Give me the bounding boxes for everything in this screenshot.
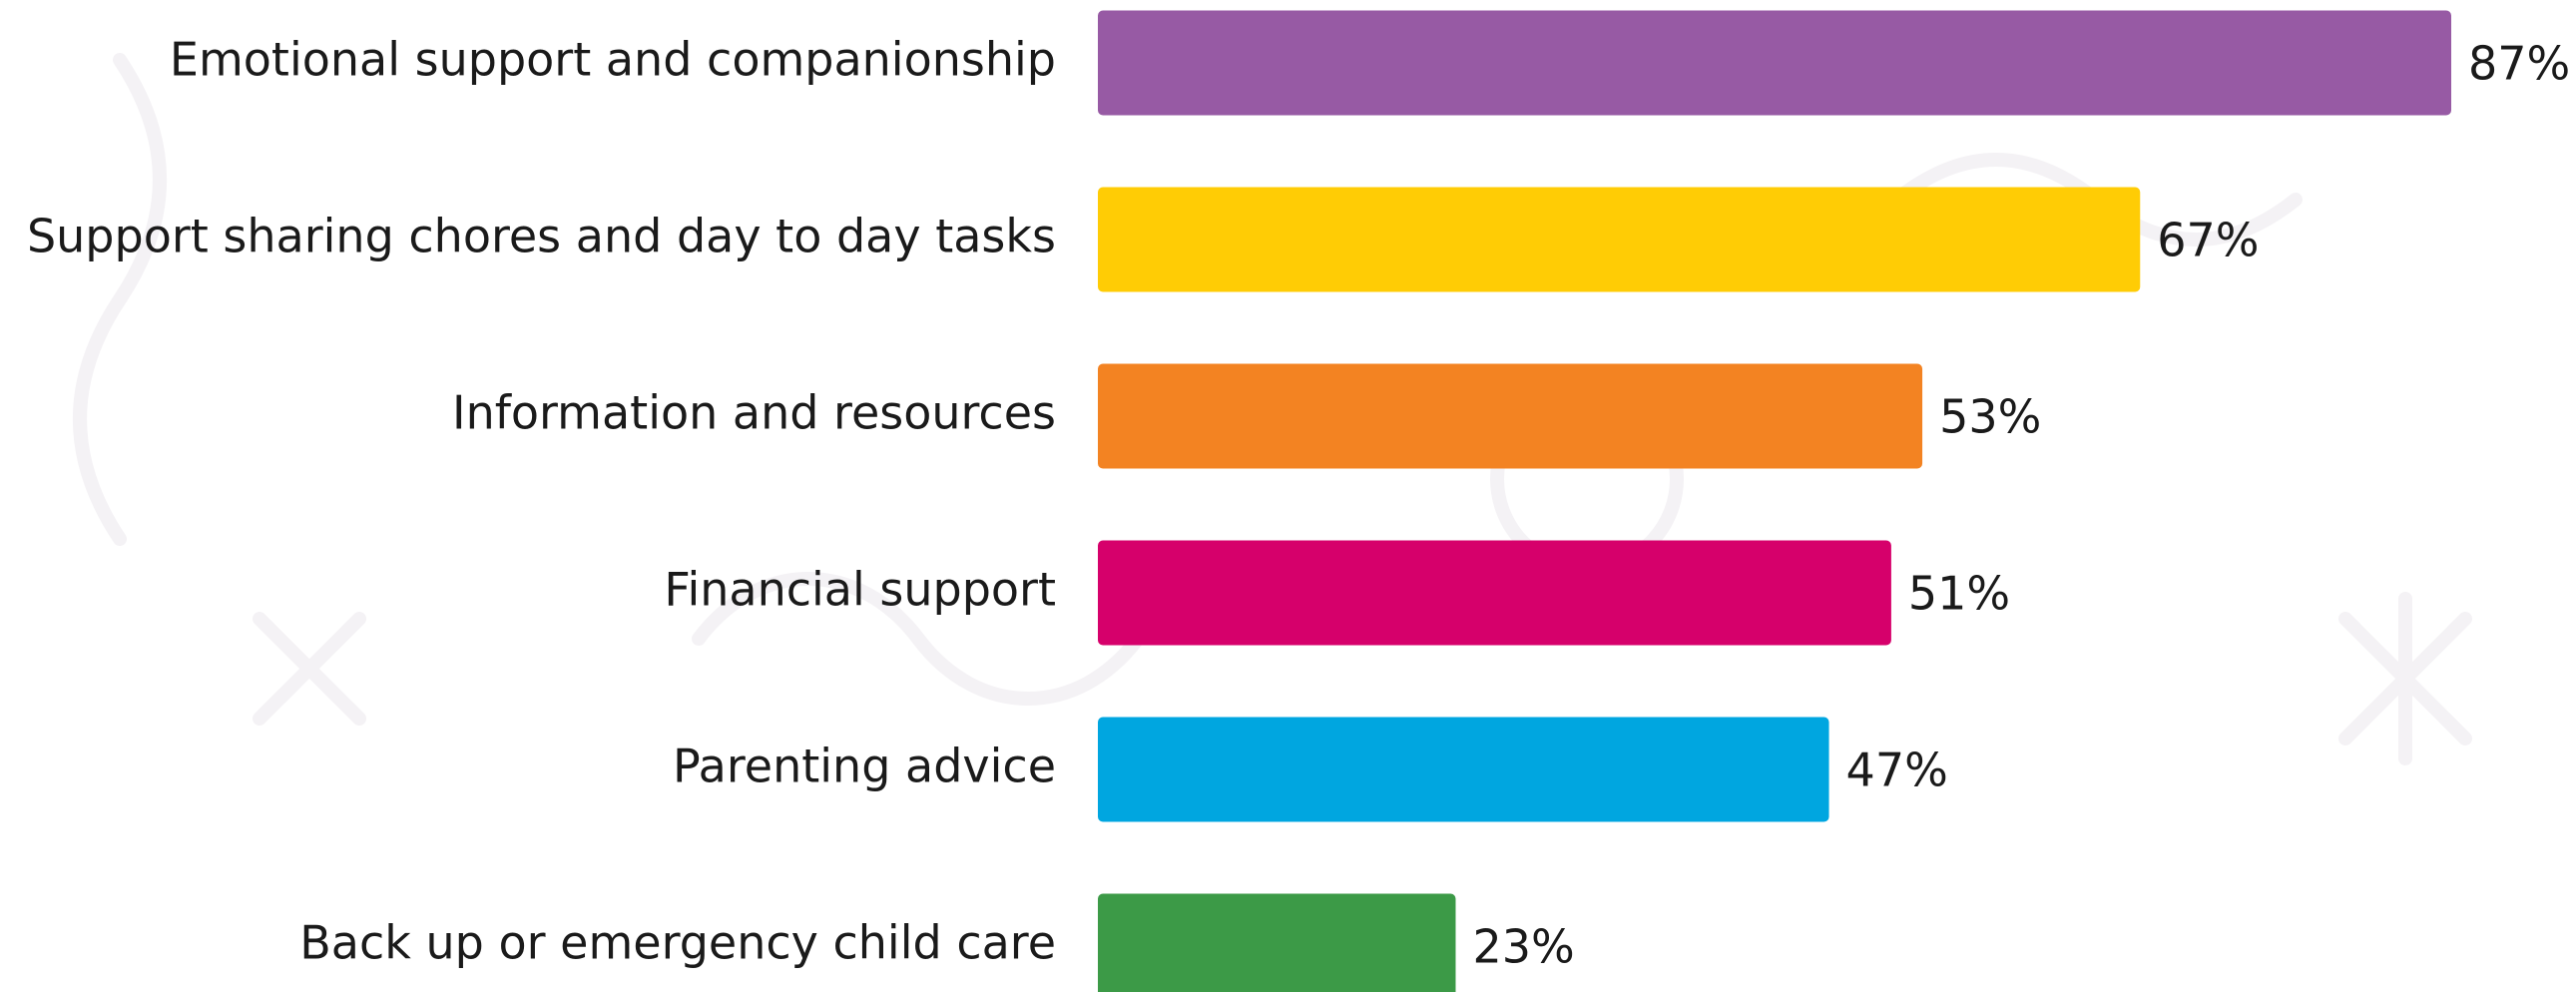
category-label: Emotional support and companionship [170,33,1056,87]
bar [1098,363,1923,469]
category-label: Back up or emergency child care [299,916,1056,970]
category-label: Information and resources [452,386,1056,440]
doodle [253,612,366,726]
category-label: Support sharing chores and day to day ta… [27,210,1056,263]
doodle [73,53,167,546]
value-label: 47% [1846,744,1948,797]
category-label: Financial support [664,563,1056,617]
bar [1098,10,2451,116]
category-label: Parenting advice [673,740,1056,793]
value-label: 23% [1472,920,1574,974]
doodle [2338,592,2472,765]
value-label: 53% [1939,390,2041,444]
value-label: 67% [2157,214,2259,267]
value-label: 51% [1908,567,2010,621]
value-label: 87% [2468,37,2570,91]
bar [1098,717,1829,822]
bar [1098,187,2141,292]
bar [1098,893,1456,992]
doodle [692,572,1145,706]
bar [1098,540,1891,646]
